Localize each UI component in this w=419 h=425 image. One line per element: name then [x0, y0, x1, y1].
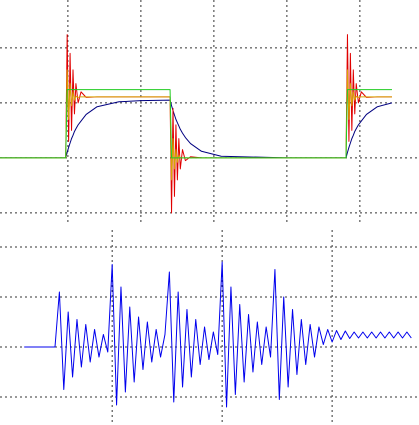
signal-line	[0, 69, 392, 181]
signal-line	[0, 34, 392, 214]
signal-line	[0, 89, 392, 159]
signal-line	[24, 261, 412, 408]
signal-line	[0, 99, 393, 159]
